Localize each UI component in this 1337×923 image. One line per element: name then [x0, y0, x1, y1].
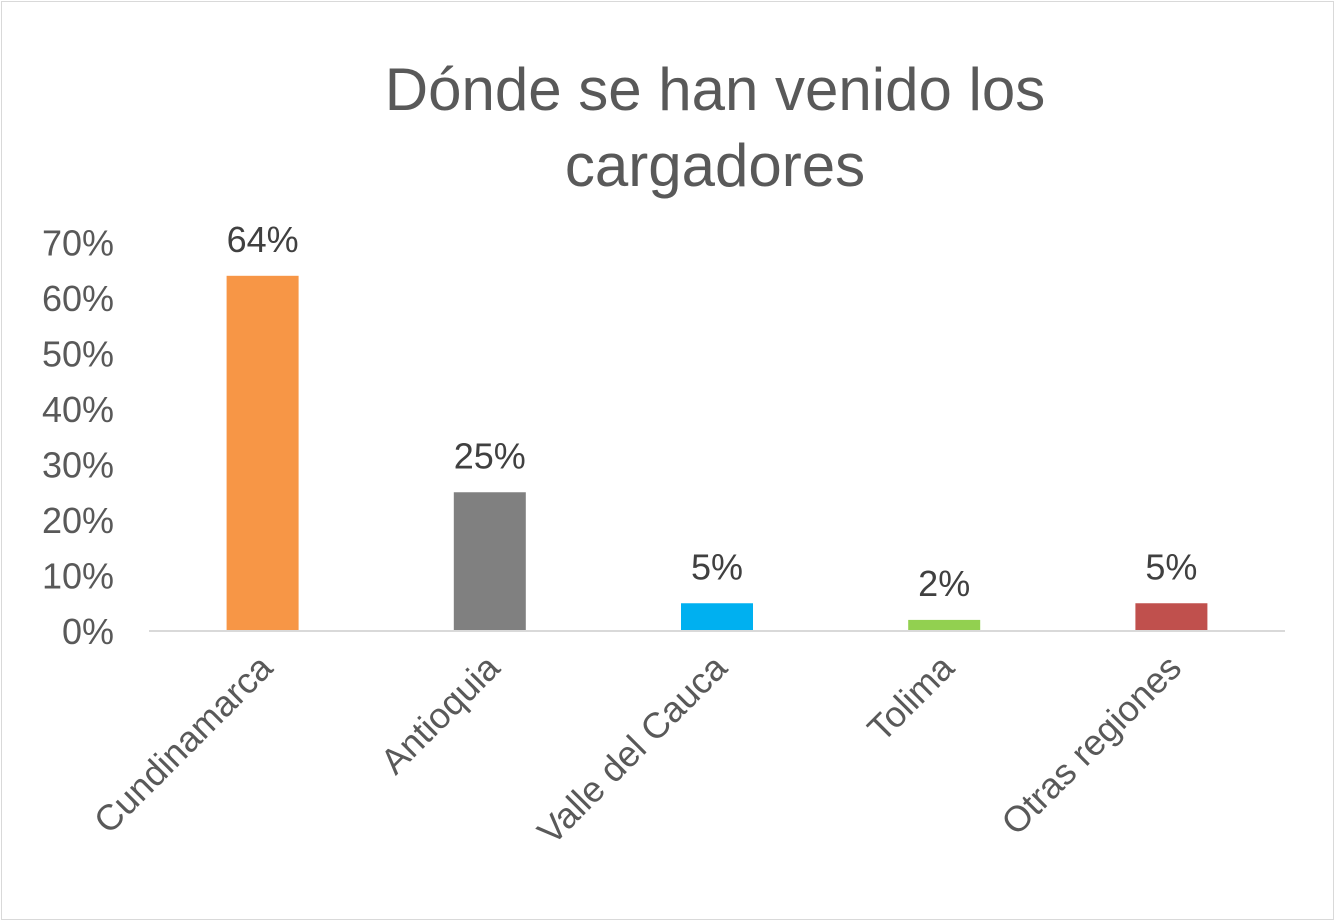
- data-label: 2%: [918, 563, 970, 604]
- y-tick-label: 0%: [62, 611, 114, 652]
- y-tick-label: 20%: [42, 500, 114, 541]
- y-tick-label: 60%: [42, 278, 114, 319]
- category-label: Otras regiones: [993, 647, 1189, 843]
- y-tick-label: 10%: [42, 556, 114, 597]
- data-label: 64%: [227, 219, 299, 260]
- bar: [681, 603, 753, 631]
- category-label: Tolima: [859, 646, 962, 749]
- bar: [453, 492, 526, 631]
- y-tick-label: 30%: [42, 445, 114, 486]
- chart-title-line-2: cargadores: [565, 132, 865, 199]
- y-tick-label: 70%: [42, 223, 114, 264]
- y-tick-label: 50%: [42, 334, 114, 375]
- y-axis: 0% 10% 20% 30% 40% 50% 60% 70%: [42, 223, 114, 653]
- x-axis: Cundinamarca Antioquia Valle del Cauca Toli…: [86, 630, 1285, 852]
- y-tick-label: 40%: [42, 389, 114, 430]
- plot-area: 64% 25% 5% 2% 5%: [227, 219, 1208, 631]
- chart-title-line-1: Dónde se han venido los: [385, 56, 1045, 123]
- category-label: Cundinamarca: [86, 646, 281, 841]
- category-label: Valle del Cauca: [529, 646, 735, 852]
- bar: [908, 619, 981, 631]
- bar: [1135, 603, 1208, 631]
- category-label: Antioquia: [372, 646, 508, 782]
- data-label: 5%: [1145, 546, 1197, 587]
- data-label: 25%: [454, 435, 526, 476]
- data-label: 5%: [691, 546, 743, 587]
- bar: [226, 275, 299, 631]
